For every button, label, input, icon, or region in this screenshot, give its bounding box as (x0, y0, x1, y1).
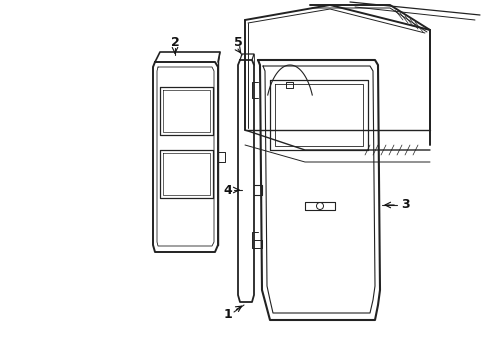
Text: 3: 3 (401, 198, 409, 211)
Text: 4: 4 (223, 184, 232, 197)
Text: 5: 5 (234, 36, 243, 49)
Text: 1: 1 (223, 309, 232, 321)
Text: 2: 2 (171, 36, 179, 49)
